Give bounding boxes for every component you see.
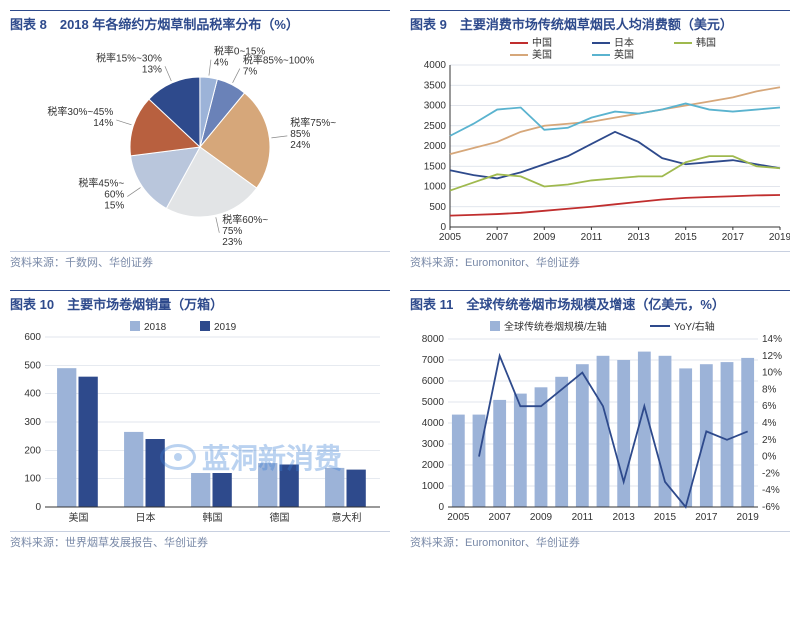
svg-text:税率0~15%: 税率0~15% (214, 45, 266, 58)
svg-text:100: 100 (24, 474, 41, 485)
svg-text:日本: 日本 (614, 37, 634, 49)
svg-text:韩国: 韩国 (696, 37, 716, 49)
svg-text:23%: 23% (222, 237, 242, 247)
svg-text:600: 600 (24, 332, 41, 343)
svg-text:2009: 2009 (530, 512, 553, 523)
svg-text:8000: 8000 (422, 334, 445, 345)
svg-text:14%: 14% (93, 118, 113, 129)
svg-text:-2%: -2% (762, 468, 780, 479)
panel-11-title: 图表 11 全球传统卷烟市场规模及增速（亿美元，%） (410, 290, 790, 313)
svg-text:意大利: 意大利 (332, 511, 362, 524)
svg-text:12%: 12% (762, 351, 782, 362)
svg-text:6000: 6000 (422, 376, 445, 387)
svg-text:300: 300 (24, 417, 41, 428)
svg-text:2005: 2005 (447, 512, 470, 523)
panel-9-title: 图表 9 主要消费市场传统烟草烟民人均消费额（美元） (410, 10, 790, 33)
panel-8-source: 资料来源：千数网、华创证券 (10, 251, 390, 270)
panel-10-source: 资料来源：世界烟草发展报告、华创证券 (10, 531, 390, 550)
svg-text:2017: 2017 (695, 512, 718, 523)
chart-grid: 图表 8 2018 年各缔约方烟草制品税率分布（%） 税率85%~100%7%税… (10, 10, 790, 550)
svg-text:2005: 2005 (439, 232, 462, 243)
svg-text:500: 500 (429, 202, 446, 213)
svg-text:-4%: -4% (762, 485, 780, 496)
svg-text:全球传统卷烟规模/左轴: 全球传统卷烟规模/左轴 (504, 320, 607, 333)
svg-text:2007: 2007 (489, 512, 512, 523)
svg-text:德国: 德国 (270, 511, 290, 524)
svg-text:3500: 3500 (424, 80, 447, 91)
panel-8-title: 图表 8 2018 年各缔约方烟草制品税率分布（%） (10, 10, 390, 33)
svg-text:2013: 2013 (613, 512, 636, 523)
svg-text:2019: 2019 (769, 232, 790, 243)
svg-text:税率30%~45%: 税率30%~45% (47, 105, 113, 118)
svg-text:税率45%~: 税率45%~ (78, 177, 124, 190)
svg-text:2007: 2007 (486, 232, 509, 243)
svg-text:8%: 8% (762, 384, 777, 395)
svg-text:2011: 2011 (572, 512, 594, 523)
svg-text:1000: 1000 (424, 182, 447, 193)
panel-11-source: 资料来源：Euromonitor、华创证券 (410, 531, 790, 550)
svg-text:韩国: 韩国 (203, 511, 223, 524)
svg-text:15%: 15% (104, 201, 124, 212)
svg-text:200: 200 (24, 445, 41, 456)
svg-text:3000: 3000 (424, 101, 447, 112)
svg-text:14%: 14% (762, 334, 782, 345)
panel-8: 图表 8 2018 年各缔约方烟草制品税率分布（%） 税率85%~100%7%税… (10, 10, 390, 270)
svg-text:2011: 2011 (581, 232, 603, 243)
svg-text:2019: 2019 (737, 512, 760, 523)
svg-text:2500: 2500 (424, 121, 447, 132)
svg-text:2%: 2% (762, 435, 777, 446)
svg-text:13%: 13% (142, 64, 162, 75)
svg-text:-6%: -6% (762, 502, 780, 513)
svg-text:1000: 1000 (422, 481, 445, 492)
svg-text:4%: 4% (214, 58, 229, 69)
combo-chart: 0 1000 2000 3000 4000 5000 6000 7000 8000 -6% -4% -… (410, 317, 790, 527)
svg-text:4000: 4000 (424, 60, 447, 71)
svg-text:4%: 4% (762, 418, 777, 429)
line-chart: 0500100015002000250030003500400020052007… (410, 37, 790, 247)
svg-text:2019: 2019 (214, 322, 237, 333)
svg-text:2017: 2017 (722, 232, 745, 243)
svg-text:2015: 2015 (654, 512, 677, 523)
svg-text:1500: 1500 (424, 161, 447, 172)
svg-text:2015: 2015 (675, 232, 698, 243)
svg-text:7%: 7% (243, 67, 258, 78)
svg-text:5000: 5000 (422, 397, 445, 408)
svg-text:2013: 2013 (627, 232, 650, 243)
svg-text:税率60%~: 税率60%~ (222, 213, 268, 226)
svg-text:75%: 75% (222, 226, 242, 237)
svg-text:2000: 2000 (424, 141, 447, 152)
svg-text:85%: 85% (290, 129, 310, 140)
svg-text:英国: 英国 (614, 48, 634, 61)
panel-9: 图表 9 主要消费市场传统烟草烟民人均消费额（美元） 0500100015002… (410, 10, 790, 270)
svg-text:2018: 2018 (144, 322, 167, 333)
svg-text:24%: 24% (290, 140, 310, 151)
svg-text:10%: 10% (762, 368, 782, 379)
svg-text:YoY/右轴: YoY/右轴 (674, 320, 715, 333)
bar-chart: 0100200300400500600美国日本韩国德国意大利20182019 蓝… (10, 317, 390, 527)
svg-text:税率15%~30%: 税率15%~30% (96, 51, 162, 64)
svg-text:2009: 2009 (533, 232, 556, 243)
svg-text:7000: 7000 (422, 355, 445, 366)
svg-text:0: 0 (438, 502, 444, 513)
panel-10-title: 图表 10 主要市场卷烟销量（万箱） (10, 290, 390, 313)
svg-text:中国: 中国 (532, 37, 552, 49)
svg-text:500: 500 (24, 360, 41, 371)
svg-text:6%: 6% (762, 401, 777, 412)
svg-text:美国: 美国 (532, 48, 552, 61)
svg-text:4000: 4000 (422, 418, 445, 429)
svg-text:美国: 美国 (69, 511, 89, 524)
svg-text:0%: 0% (762, 452, 777, 463)
svg-text:60%: 60% (104, 190, 124, 201)
svg-text:3000: 3000 (422, 439, 445, 450)
svg-text:日本: 日本 (136, 511, 156, 524)
panel-10: 图表 10 主要市场卷烟销量（万箱） 0 100 200 300 400 500 600 美国… (10, 290, 390, 550)
panel-11: 图表 11 全球传统卷烟市场规模及增速（亿美元，%） 0 1000 2000 3000… (410, 290, 790, 550)
svg-text:0: 0 (35, 502, 41, 513)
panel-9-source: 资料来源：Euromonitor、华创证券 (410, 251, 790, 270)
svg-text:400: 400 (24, 389, 41, 400)
pie-chart: 税率85%~100%7%税率75%~85%24%税率60%~75%23%税率45… (10, 37, 390, 247)
svg-text:2000: 2000 (422, 460, 445, 471)
svg-text:税率75%~: 税率75%~ (290, 116, 336, 129)
